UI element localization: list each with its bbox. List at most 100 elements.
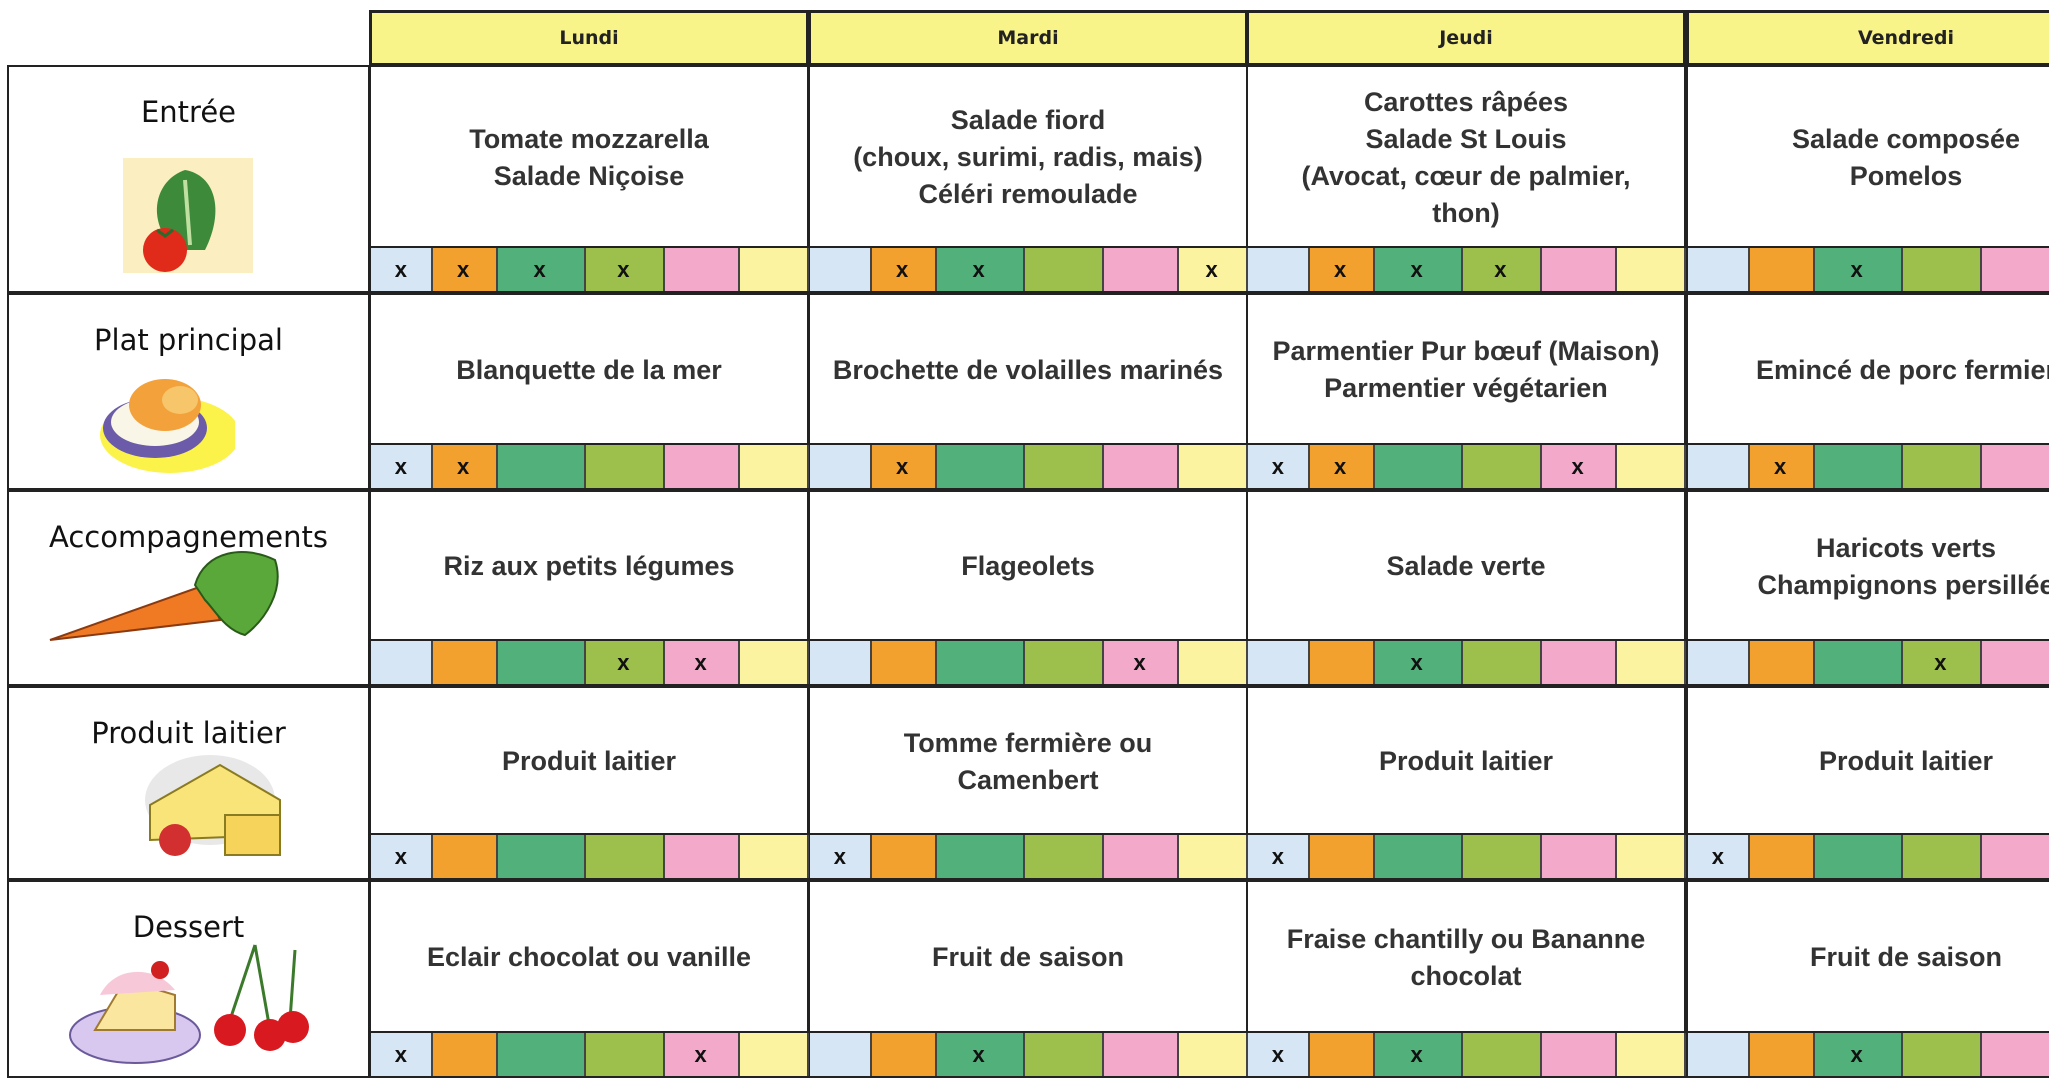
dish-line: Camenbert xyxy=(957,764,1099,795)
diet-slot xyxy=(495,641,586,684)
diet-slot: x xyxy=(583,641,665,684)
diet-slot: x xyxy=(869,445,937,488)
dish-line: Tomme fermière ou xyxy=(903,727,1153,758)
diet-strip: x xyxy=(1688,833,2049,878)
diet-slot xyxy=(662,248,741,291)
diet-slot xyxy=(869,641,937,684)
diet-slot xyxy=(1372,835,1463,878)
diet-slot: x xyxy=(371,248,433,291)
diet-slot xyxy=(1101,248,1180,291)
diet-slot xyxy=(810,1033,872,1076)
diet-slot xyxy=(738,445,809,488)
dish-text: Haricots verts Champignons persillée xyxy=(1688,492,2049,641)
diet-slot xyxy=(1539,641,1618,684)
dish-text: Riz aux petits légumes xyxy=(371,492,807,641)
diet-slot xyxy=(1101,1033,1180,1076)
diet-slot xyxy=(1979,1033,2049,1076)
diet-strip: x xyxy=(810,639,1248,684)
diet-slot: x xyxy=(1307,248,1375,291)
diet-slot xyxy=(1979,835,2049,878)
diet-slot: x xyxy=(1747,445,1815,488)
diet-slot xyxy=(1248,248,1310,291)
diet-slot: x xyxy=(1812,1033,1903,1076)
diet-slot xyxy=(738,248,809,291)
dish-text: Salade composée Pomelos xyxy=(1688,67,2049,248)
diet-slot xyxy=(1177,641,1248,684)
diet-slot xyxy=(430,835,498,878)
diet-slot xyxy=(810,445,872,488)
diet-slot: x xyxy=(1372,248,1463,291)
diet-slot xyxy=(1979,248,2049,291)
diet-slot: x xyxy=(1372,641,1463,684)
diet-slot xyxy=(1688,248,1750,291)
diet-strip: x xyxy=(810,1031,1248,1076)
dish-line: chocolat xyxy=(1410,960,1522,991)
diet-slot xyxy=(1688,641,1750,684)
day-header: Mardi xyxy=(808,10,1248,66)
dish-line: Salade fiord xyxy=(950,105,1106,135)
diet-slot: x xyxy=(1248,445,1310,488)
dish-text: Fruit de saison xyxy=(1688,882,2049,1033)
dish-line: Fruit de saison xyxy=(1809,942,2003,972)
dish-line: Emincé de porc fermier xyxy=(1755,354,2049,385)
dish-line: Eclair chocolat ou vanille xyxy=(426,942,752,972)
dish-text: Brochette de volailles marinés xyxy=(810,295,1246,445)
diet-slot: x xyxy=(934,1033,1025,1076)
diet-slot: x xyxy=(662,641,741,684)
dish-line: Brochette de volailles marinés xyxy=(832,354,1224,385)
diet-slot xyxy=(1022,641,1104,684)
diet-slot xyxy=(1900,1033,1982,1076)
plat-icon xyxy=(100,379,235,473)
diet-slot xyxy=(1022,248,1104,291)
menu-cell: Tomate mozzarella Salade Niçoise x x x x xyxy=(369,65,809,293)
diet-slot xyxy=(1177,1033,1248,1076)
diet-slot xyxy=(583,445,665,488)
diet-slot xyxy=(1900,248,1982,291)
diet-slot xyxy=(1979,641,2049,684)
diet-slot: x xyxy=(934,248,1025,291)
dish-line: thon) xyxy=(1432,197,1500,228)
menu-cell: Brochette de volailles marinés x xyxy=(808,293,1248,490)
dish-line: Salade St Louis xyxy=(1365,123,1567,154)
diet-strip: x xyxy=(371,833,809,878)
diet-slot xyxy=(869,835,937,878)
diet-slot xyxy=(1812,445,1903,488)
diet-slot xyxy=(583,1033,665,1076)
diet-slot: x xyxy=(1900,641,1982,684)
dish-text: Salade verte xyxy=(1248,492,1684,641)
dessert-icon xyxy=(69,944,309,1064)
dish-text: Produit laitier xyxy=(1248,688,1684,835)
menu-cell: Produit laitier x xyxy=(1686,686,2049,880)
dish-line: Salade verte xyxy=(1386,551,1546,581)
dish-line: Produit laitier xyxy=(501,746,677,776)
menu-cell: Produit laitier x xyxy=(369,686,809,880)
diet-slot: x xyxy=(869,248,937,291)
diet-slot xyxy=(1812,835,1903,878)
diet-slot xyxy=(1022,1033,1104,1076)
menu-cell: Blanquette de la mer x x xyxy=(369,293,809,490)
diet-slot: x xyxy=(371,1033,433,1076)
menu-cell: Salade verte x xyxy=(1246,490,1686,686)
dish-line: Haricots verts xyxy=(1815,532,1997,563)
menu-cell: Emincé de porc fermier x xyxy=(1686,293,2049,490)
entree-icon xyxy=(123,158,253,273)
dish-line: Produit laitier xyxy=(1818,746,1994,776)
dish-line: Pomelos xyxy=(1849,160,1963,191)
diet-slot xyxy=(810,641,872,684)
dish-text: Tomme fermière ou Camenbert xyxy=(810,688,1246,835)
dish-line: (Avocat, cœur de palmier, xyxy=(1301,160,1631,191)
dish-text: Produit laitier xyxy=(1688,688,2049,835)
diet-slot: x xyxy=(1812,248,1903,291)
diet-strip: x xyxy=(1248,639,1686,684)
menu-cell: Produit laitier x xyxy=(1246,686,1686,880)
diet-slot xyxy=(1177,445,1248,488)
diet-slot xyxy=(583,835,665,878)
menu-cell: Flageolets x xyxy=(808,490,1248,686)
diet-slot xyxy=(1460,1033,1542,1076)
